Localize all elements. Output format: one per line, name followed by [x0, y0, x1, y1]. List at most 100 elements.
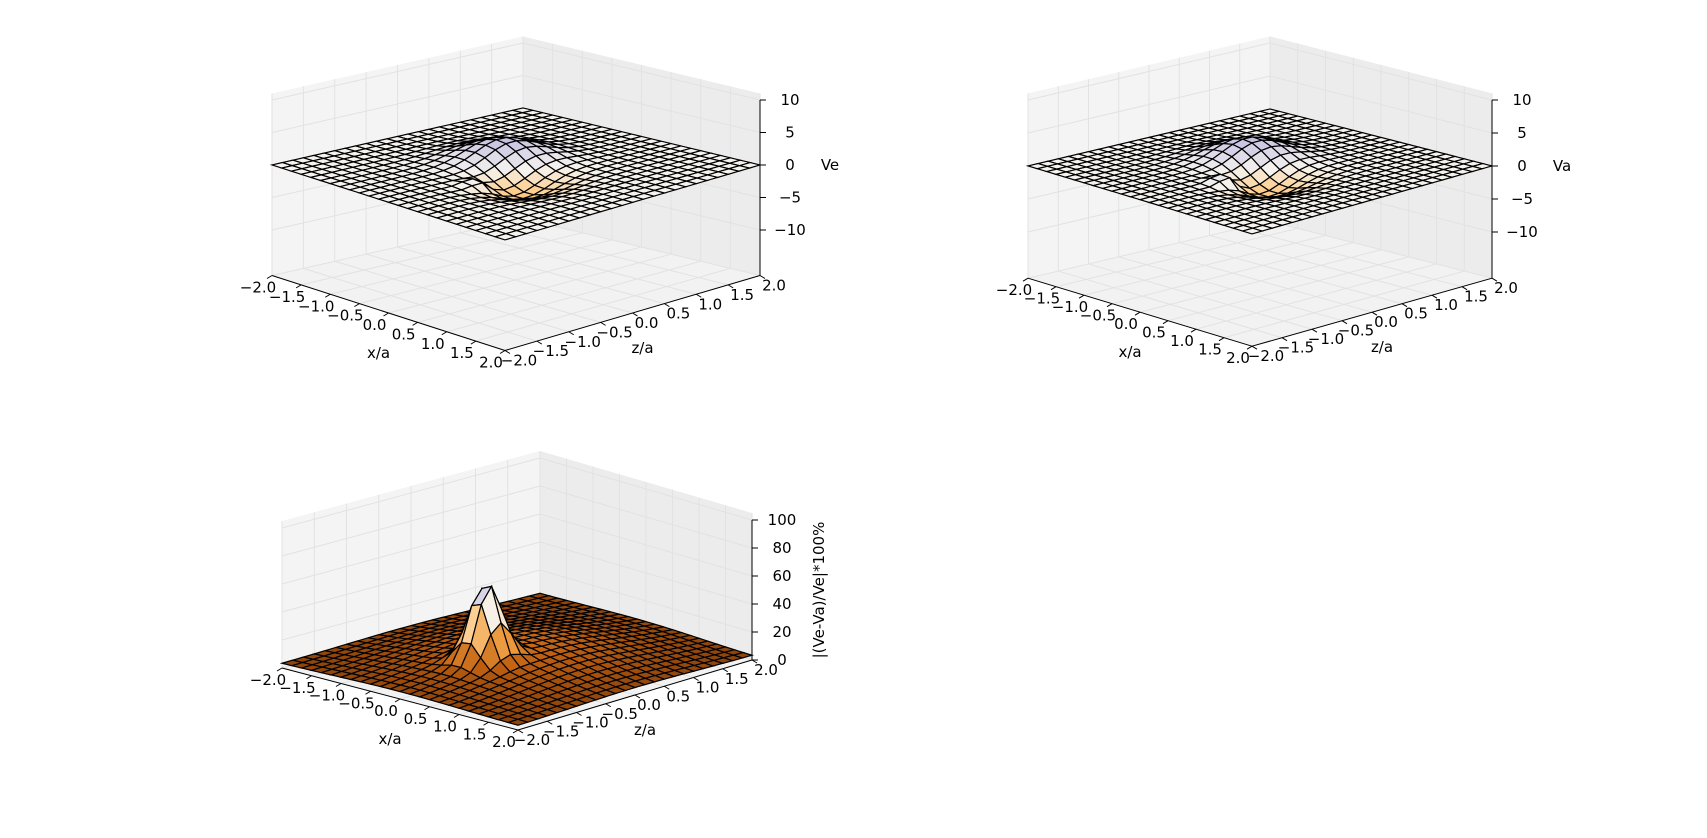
y-tick-label: −1.0: [572, 714, 608, 732]
y-tick-label: −2.0: [514, 731, 550, 749]
y-tick-mark: [722, 668, 729, 673]
z-tick-label: −10: [774, 221, 806, 239]
x-tick-label: −0.5: [327, 307, 363, 325]
z-tick-label: 10: [1512, 91, 1531, 109]
x-tick-mark: [1134, 311, 1141, 316]
x-tick-mark: [354, 303, 360, 308]
x-tick-label: −2.0: [996, 281, 1032, 299]
z-tick-label: 60: [772, 567, 791, 585]
grid-line: [460, 232, 697, 295]
y-tick-mark: [576, 712, 582, 716]
grid-line: [491, 225, 729, 286]
grid-line: [1148, 249, 1373, 313]
x-tick-mark: [295, 284, 302, 289]
grid-line: [271, 42, 761, 101]
x-tick-label: −2.0: [250, 671, 286, 689]
axes: −2.0−1.5−1.0−0.50.00.51.01.52.0−2.0−1.5−…: [240, 91, 839, 372]
surface: [269, 107, 763, 241]
y-tick-label: −2.0: [1248, 347, 1284, 365]
x-tick-label: −2.0: [240, 279, 276, 297]
z-axis-label: Va: [1553, 157, 1571, 175]
x-tick-label: 1.0: [421, 335, 445, 353]
y-tick-mark: [605, 703, 612, 708]
x-tick-mark: [441, 331, 448, 336]
grid-line: [1209, 234, 1433, 296]
y-tick-mark: [1431, 294, 1438, 299]
y-tick-label: −1.0: [565, 333, 601, 351]
y-tick-label: 1.0: [696, 679, 720, 697]
x-tick-mark: [512, 729, 519, 734]
x-tick-mark: [470, 340, 477, 345]
y-tick-mark: [664, 303, 670, 308]
y-tick-mark: [546, 720, 553, 725]
x-tick-label: −0.5: [338, 694, 374, 712]
y-axis-line: [504, 275, 761, 351]
y-axis-label: z/a: [1371, 338, 1393, 356]
surface: [1025, 108, 1495, 235]
grid-line: [1269, 220, 1493, 279]
grid-line: [397, 246, 633, 314]
x-tick-mark: [483, 721, 489, 726]
x-tick-label: 1.5: [1198, 341, 1222, 359]
y-tick-mark: [727, 284, 734, 289]
y-tick-mark: [536, 340, 543, 345]
y-tick-mark: [1491, 277, 1498, 282]
grid-line: [271, 74, 761, 133]
y-tick-label: −2.0: [501, 352, 537, 370]
x-tick-label: 2.0: [1226, 349, 1250, 367]
x-tick-mark: [383, 312, 389, 317]
grid-line: [1027, 75, 1493, 134]
y-tick-label: 0.5: [1404, 305, 1428, 323]
grid-line: [281, 457, 753, 529]
x-tick-mark: [335, 683, 342, 687]
x-tick-label: 2.0: [479, 354, 503, 372]
y-tick-label: 2.0: [1494, 279, 1518, 297]
z-tick-label: 0: [785, 156, 795, 174]
grid-line: [1027, 42, 1493, 101]
y-tick-label: 0.0: [637, 696, 661, 714]
x-tick-label: 0.5: [404, 710, 428, 728]
x-tick-label: 1.5: [450, 344, 474, 362]
x-tick-label: −1.0: [1052, 298, 1088, 316]
grid-line: [1239, 227, 1463, 288]
x-tick-label: 1.5: [463, 725, 487, 743]
x-tick-label: −1.5: [269, 288, 305, 306]
panel-1: −2.0−1.5−1.0−0.50.00.51.01.52.0−2.0−1.5−…: [240, 36, 839, 372]
y-tick-label: 2.0: [754, 661, 778, 679]
z-axis-label: Ve: [821, 156, 839, 174]
x-tick-label: 2.0: [492, 733, 516, 751]
z-tick-label: 20: [772, 623, 791, 641]
y-tick-mark: [600, 321, 606, 326]
z-tick-label: 0: [777, 651, 787, 669]
y-tick-mark: [695, 293, 702, 298]
panel-3: −2.0−1.5−1.0−0.5 0.0 0.5 1.0 1.5 2.0−2.0−1.5−…: [250, 451, 828, 751]
x-tick-label: −1.0: [298, 297, 334, 315]
y-tick-label: 0.0: [1374, 313, 1398, 331]
y-tick-label: 1.0: [698, 295, 722, 313]
y-tick-label: 1.5: [725, 670, 749, 688]
z-axis-label: |(Ve-Va)/Ve|*100%: [810, 522, 828, 659]
y-tick-mark: [1341, 320, 1348, 325]
x-tick-label: 1.0: [433, 718, 457, 736]
y-tick-mark: [663, 685, 670, 690]
x-tick-label: 0.0: [374, 702, 398, 720]
y-tick-mark: [693, 677, 699, 681]
y-tick-label: 1.5: [1464, 288, 1488, 306]
y-tick-mark: [568, 331, 575, 336]
x-axis-label: x/a: [378, 730, 401, 748]
x-tick-label: −1.5: [1024, 290, 1060, 308]
floor-pane: [272, 218, 760, 351]
y-tick-mark: [1311, 328, 1318, 333]
surface-cell: [1240, 227, 1265, 235]
y-axis-label: z/a: [634, 721, 656, 739]
z-tick-label: −5: [779, 189, 801, 207]
surface-cell: [493, 233, 518, 241]
z-tick-label: 5: [785, 124, 795, 142]
grid-line: [281, 569, 753, 641]
x-tick-mark: [276, 667, 283, 672]
x-tick-mark: [1050, 286, 1057, 291]
z-tick-label: −10: [1506, 223, 1538, 241]
